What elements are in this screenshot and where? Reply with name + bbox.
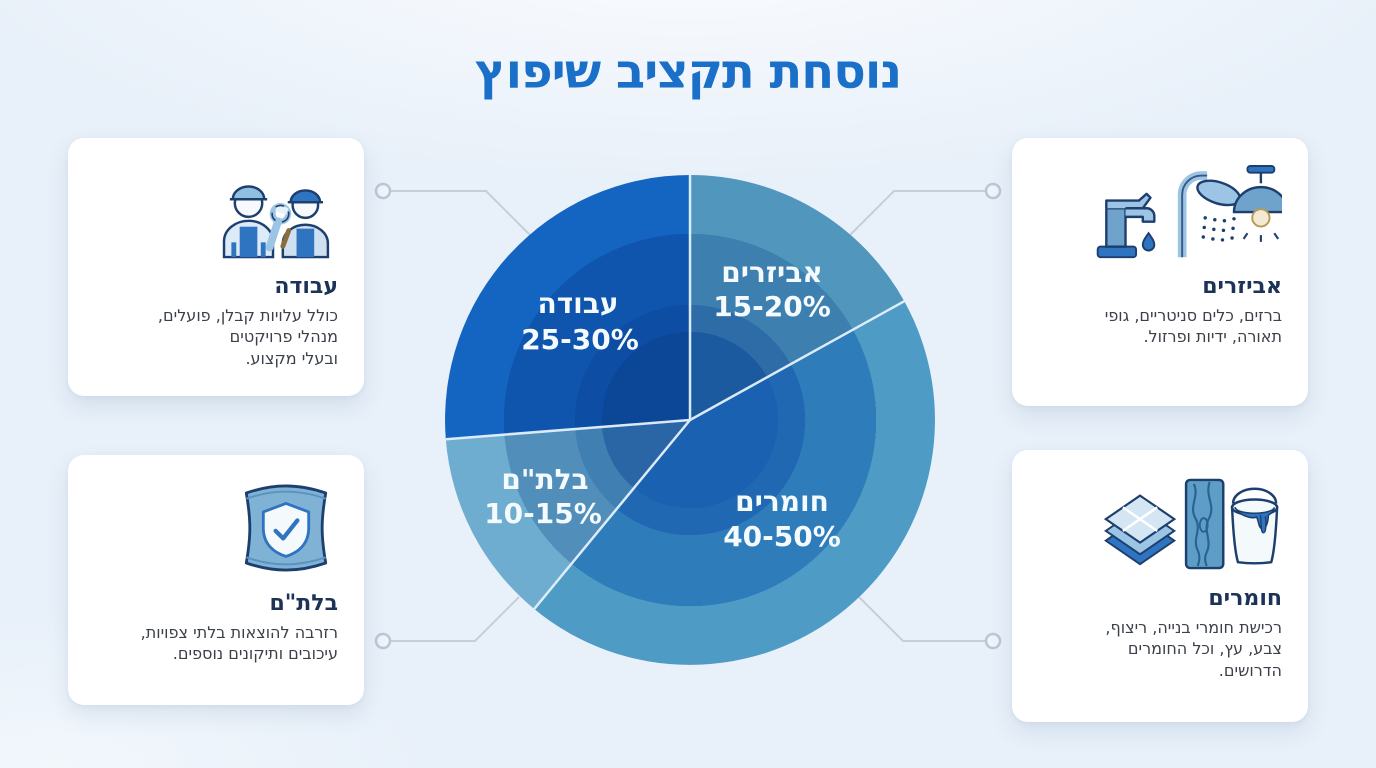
card-avoda-text: ובעלי מקצוע. [245,348,338,368]
card-avizarim-text: ברזים, כלים סניטריים, גופי [1104,306,1282,325]
connector-bottom-right [857,595,993,642]
page-title: נוסחת תקציב שיפוץ [474,44,902,100]
pie-slice-avizarim [690,175,905,420]
pie-slice-baltam [445,420,690,609]
card-homarim-title: חומרים [1208,586,1282,611]
card-avizarim: אביזרים ברזים, כלים סניטריים, גופי תאורה… [1012,138,1308,406]
connector-dot [374,632,392,650]
card-baltam-text: רזרבה להוצאות בלתי צפויות, [140,623,338,642]
shower-spray-dots [1201,216,1236,242]
connector-top-right [849,190,993,236]
card-baltam-title: בלת"ם [269,591,338,616]
card-avoda-text: כולל עלויות קבלן, פועלים, [157,306,338,325]
card-homarim-text: הדרושים. [1218,660,1282,680]
pie-label-baltam: בלת"ם [501,463,588,496]
tiles-wood-paint-icon [1103,478,1279,570]
pie-slice-avoda [445,175,690,440]
connector-bottom-left [383,596,520,642]
card-avoda: עבודה כולל עלויות קבלן, פועלים, מנהלי פר… [68,138,364,396]
pie-label-homarim: חומרים [735,485,829,518]
pillow-shield-icon [244,484,328,572]
connector-dot [374,182,392,200]
pie-value-avizarim: 15-20% [713,290,831,323]
card-homarim-text: רכישת חומרי בנייה, ריצוף, [1105,618,1282,637]
card-avizarim-text: תאורה, ידיות ופרזול. [1143,327,1282,347]
pie-slice-homarim [534,301,935,665]
connector-dot [984,632,1002,650]
pie-value-avoda: 25-30% [521,323,639,356]
card-baltam: בלת"ם רזרבה להוצאות בלתי צפויות, עיכובים… [68,455,364,705]
card-homarim-text: צבע, עץ, וכל החומרים [1127,639,1282,659]
pie-value-homarim: 40-50% [723,520,841,553]
connector-top-left [383,190,531,236]
pie-value-baltam: 10-15% [484,497,602,530]
card-connectors [374,182,1002,650]
pie-label-avoda: עבודה [537,287,618,320]
pie-separators [445,175,905,610]
card-baltam-text: עיכובים ותיקונים נוספים. [172,644,338,664]
construction-workers-icon [222,185,330,259]
card-homarim: חומרים רכישת חומרי בנייה, ריצוף, צבע, עץ… [1012,450,1308,722]
card-avizarim-title: אביזרים [1202,274,1282,299]
card-avoda-text: מנהלי פרויקטים [229,327,338,347]
connector-dot [984,182,1002,200]
pie-label-avizarim: אביזרים [721,256,823,289]
card-avoda-title: עבודה [274,274,338,299]
faucet-shower-lamp-icon [1096,165,1282,259]
